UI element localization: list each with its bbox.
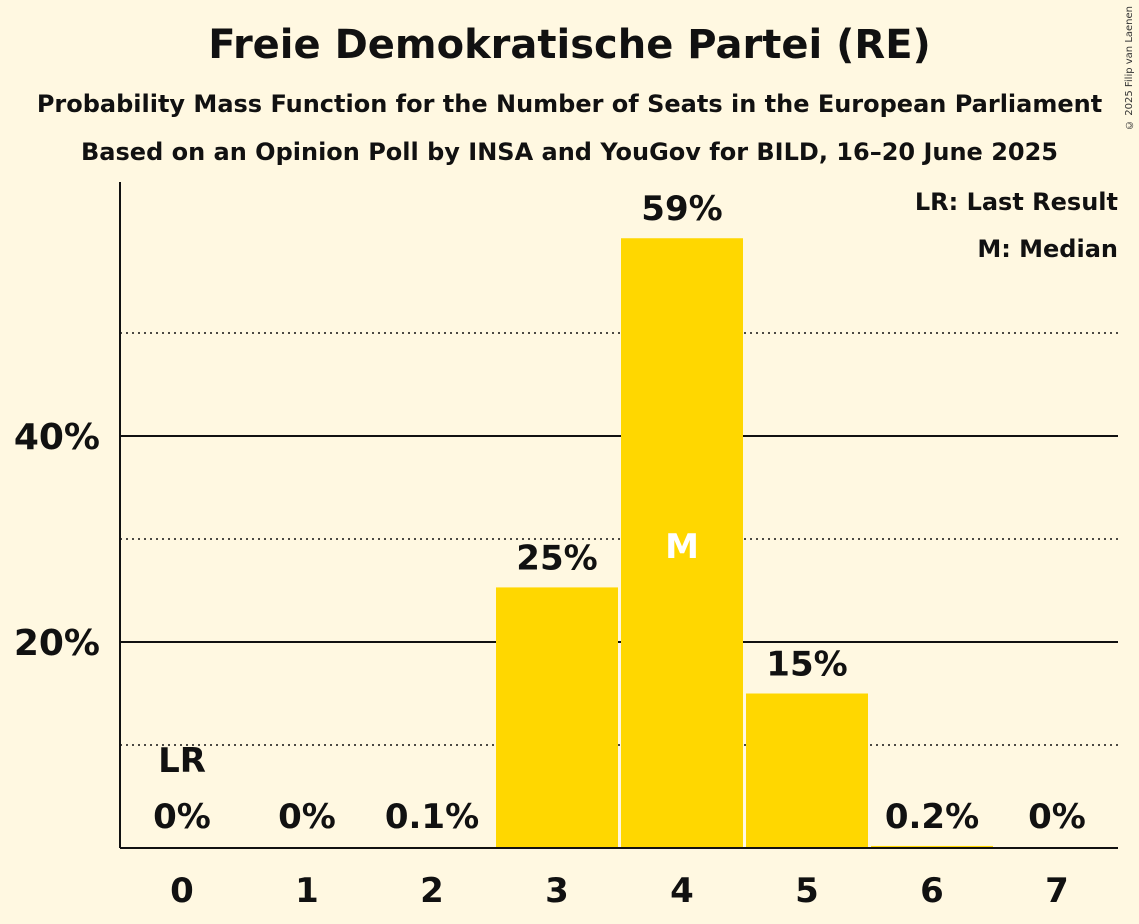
y-tick-label: 40% <box>14 417 100 458</box>
data-label: 0% <box>153 797 211 837</box>
data-label: 15% <box>766 645 847 685</box>
last-result-marker: LR <box>158 741 206 781</box>
y-tick-label: 20% <box>14 623 100 664</box>
chart-subtitle: Probability Mass Function for the Number… <box>36 90 1103 118</box>
x-tick-label: 2 <box>420 871 444 911</box>
data-label: 0.1% <box>385 797 479 837</box>
legend-last-result: LR: Last Result <box>915 188 1118 216</box>
x-tick-label: 7 <box>1045 871 1069 911</box>
median-marker: M <box>665 527 699 567</box>
data-label: 59% <box>641 189 722 229</box>
x-tick-label: 5 <box>795 871 819 911</box>
data-label: 0% <box>1028 797 1086 837</box>
x-tick-label: 3 <box>545 871 569 911</box>
axis-layer: 20% 40% 0 1 2 3 4 5 6 7 <box>14 182 1118 911</box>
bar <box>871 845 993 848</box>
legend-median: M: Median <box>977 235 1118 263</box>
bar <box>496 587 618 848</box>
chart-title: Freie Demokratische Partei (RE) <box>208 22 931 68</box>
data-label: 0% <box>278 797 336 837</box>
bar <box>621 238 743 849</box>
data-label: 25% <box>516 538 597 578</box>
bar-layer <box>371 238 993 849</box>
x-tick-label: 6 <box>920 871 944 911</box>
x-tick-label: 4 <box>670 871 694 911</box>
x-tick-label: 0 <box>170 871 194 911</box>
data-label: 0.2% <box>885 797 979 837</box>
chart-source-line: Based on an Opinion Poll by INSA and You… <box>81 138 1058 166</box>
bar <box>746 693 868 848</box>
label-layer: 0% 0% 0.1% 25% 59% 15% 0.2% 0% LR M <box>153 189 1086 837</box>
grid-layer <box>120 332 1118 746</box>
x-tick-label: 1 <box>295 871 319 911</box>
